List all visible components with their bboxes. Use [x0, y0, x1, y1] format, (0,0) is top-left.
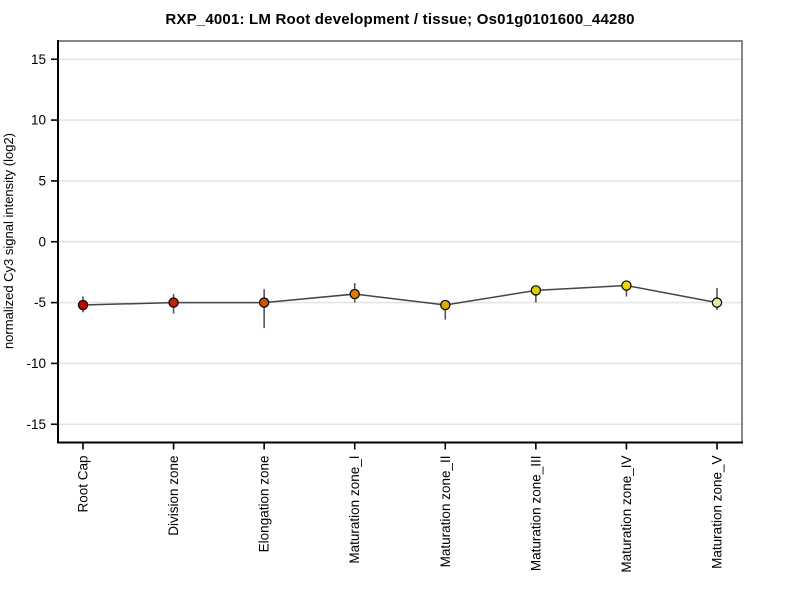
data-point	[440, 299, 451, 311]
x-tick-label: Maturation zone_V	[710, 456, 725, 569]
x-tick-label: Division zone	[166, 456, 181, 536]
data-point	[711, 297, 723, 308]
data-point	[77, 299, 89, 311]
x-tick-label: Elongation zone	[257, 456, 272, 553]
y-tick-label: -10	[26, 356, 46, 371]
y-tick-label: 10	[31, 113, 46, 128]
y-tick-label: 0	[38, 234, 46, 249]
chart-title: RXP_4001: LM Root development / tissue; …	[165, 11, 635, 28]
x-tick-label: Root Cap	[76, 456, 91, 513]
x-tick-label: Maturation zone_III	[528, 456, 543, 572]
y-tick-label: -15	[26, 417, 46, 432]
y-tick-label: 5	[38, 173, 46, 188]
x-tick-label: Maturation zone_II	[438, 456, 453, 568]
y-tick-label: 15	[31, 52, 46, 67]
data-point	[621, 280, 632, 291]
data-point	[258, 297, 270, 308]
data-point	[530, 285, 542, 296]
data-point	[349, 288, 360, 300]
x-tick-label: Maturation zone_I	[347, 456, 362, 564]
series-line	[82, 284, 718, 306]
x-tick-label: Maturation zone_IV	[619, 456, 634, 573]
y-tick-label: -5	[34, 295, 46, 310]
data-point	[168, 297, 179, 308]
